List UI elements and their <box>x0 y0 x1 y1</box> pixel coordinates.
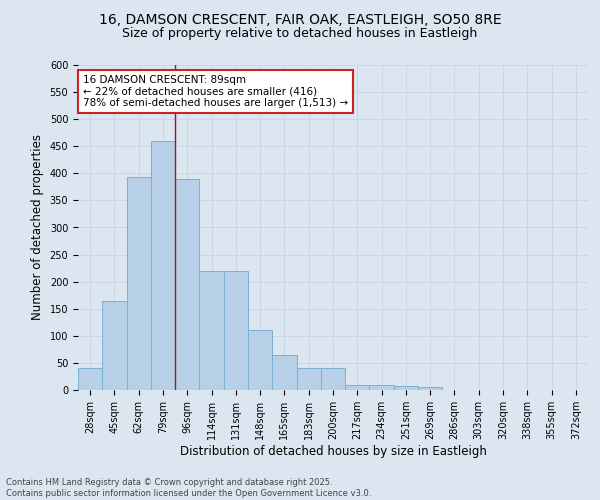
Bar <box>321 368 345 390</box>
Y-axis label: Number of detached properties: Number of detached properties <box>31 134 44 320</box>
Bar <box>296 368 321 390</box>
Bar <box>394 386 418 390</box>
Bar <box>78 368 102 390</box>
Bar <box>151 141 175 390</box>
Text: 16, DAMSON CRESCENT, FAIR OAK, EASTLEIGH, SO50 8RE: 16, DAMSON CRESCENT, FAIR OAK, EASTLEIGH… <box>98 12 502 26</box>
Bar <box>272 355 296 390</box>
Text: Contains HM Land Registry data © Crown copyright and database right 2025.
Contai: Contains HM Land Registry data © Crown c… <box>6 478 371 498</box>
Bar <box>127 177 151 390</box>
Bar <box>102 300 127 390</box>
Text: Size of property relative to detached houses in Eastleigh: Size of property relative to detached ho… <box>122 28 478 40</box>
Bar <box>248 330 272 390</box>
Bar <box>175 179 199 390</box>
Bar <box>345 384 370 390</box>
Bar <box>224 271 248 390</box>
Bar <box>199 271 224 390</box>
Text: 16 DAMSON CRESCENT: 89sqm
← 22% of detached houses are smaller (416)
78% of semi: 16 DAMSON CRESCENT: 89sqm ← 22% of detac… <box>83 74 348 108</box>
X-axis label: Distribution of detached houses by size in Eastleigh: Distribution of detached houses by size … <box>179 444 487 458</box>
Bar <box>418 388 442 390</box>
Bar <box>370 384 394 390</box>
